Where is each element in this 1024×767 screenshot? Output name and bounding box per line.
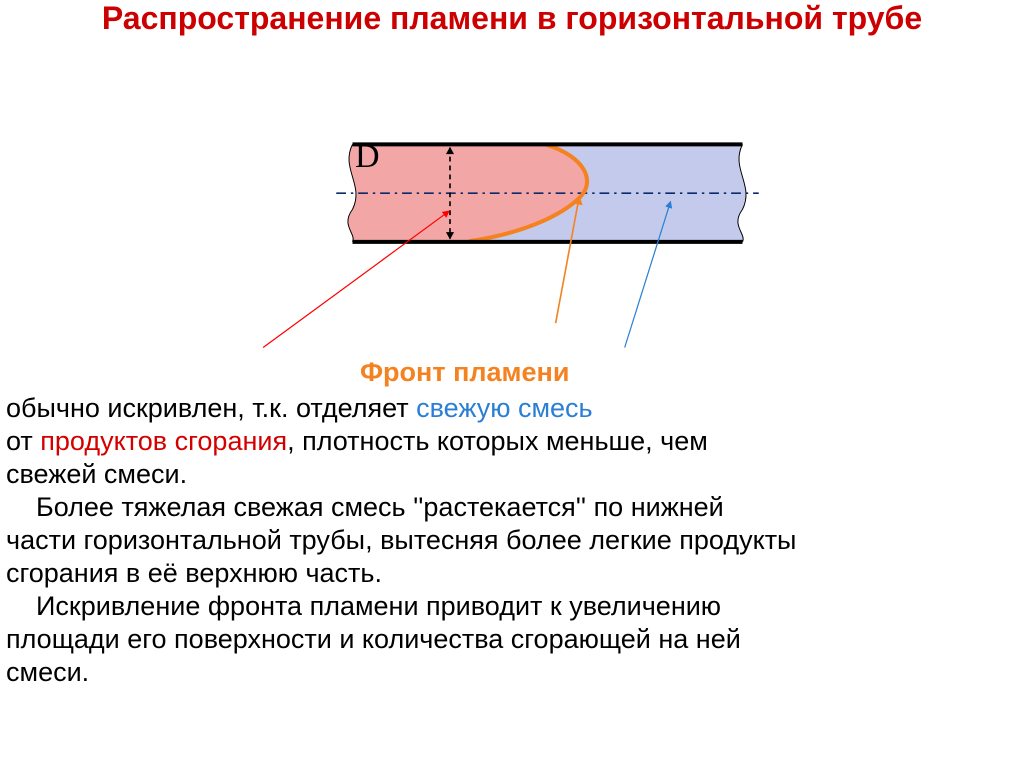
- flame-front-label: Фронт пламени: [360, 357, 569, 388]
- body-line: Искривление фронта пламени приводит к ув…: [6, 590, 1018, 623]
- body-line: сгорания в её верхнюю часть.: [6, 557, 1018, 590]
- text-span: от: [6, 426, 40, 456]
- text-span: свежей смеси.: [6, 459, 187, 489]
- text-span: смеси.: [6, 657, 89, 687]
- body-text: обычно искривлен, т.к. отделяет свежую с…: [6, 392, 1018, 688]
- text-span: сгорания в её верхнюю часть.: [6, 558, 382, 588]
- body-line: смеси.: [6, 656, 1018, 689]
- body-line: части горизонтальной трубы, вытесняя бол…: [6, 524, 1018, 557]
- text-span: , плотность которых меньше, чем: [287, 426, 708, 456]
- text-span: обычно искривлен, т.к. отделяет: [6, 393, 416, 423]
- text-span: свежую смесь: [416, 393, 593, 423]
- text-span: площади его поверхности и количества сго…: [6, 624, 741, 654]
- body-line: от продуктов сгорания, плотность которых…: [6, 425, 1018, 458]
- text-span: части горизонтальной трубы, вытесняя бол…: [6, 525, 796, 555]
- text-span: Более тяжелая свежая смесь ''растекается…: [6, 492, 724, 522]
- diagram-svg: [255, 110, 775, 390]
- text-span: Искривление фронта пламени приводит к ув…: [6, 591, 721, 621]
- diameter-label: D: [355, 138, 380, 176]
- body-line: площади его поверхности и количества сго…: [6, 623, 1018, 656]
- page-title: Распространение пламени в горизонтальной…: [0, 0, 1024, 37]
- body-line: Более тяжелая свежая смесь ''растекается…: [6, 491, 1018, 524]
- tube-diagram: [255, 110, 775, 390]
- body-line: свежей смеси.: [6, 458, 1018, 491]
- body-line: обычно искривлен, т.к. отделяет свежую с…: [6, 392, 1018, 425]
- text-span: продуктов сгорания: [40, 426, 287, 456]
